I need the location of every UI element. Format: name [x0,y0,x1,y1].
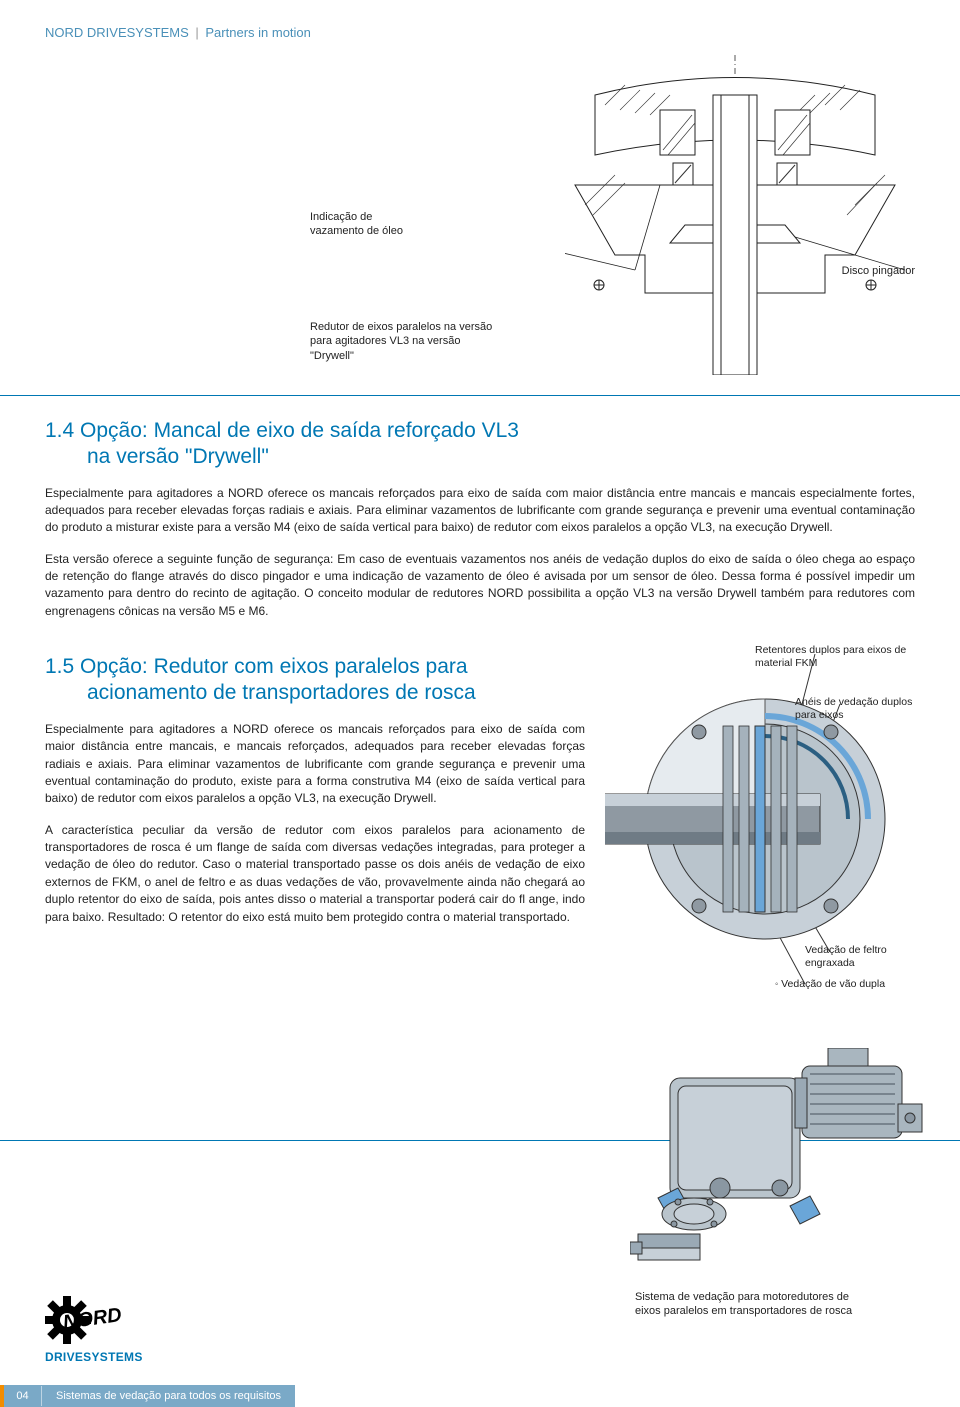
page: NORD DRIVESYSTEMS | Partners in motion [0,0,960,1407]
header-separator: | [195,25,198,40]
figure-motorgear-caption: Sistema de vedação para motoredutores de… [635,1290,915,1319]
fig1-cap-l2: para agitadores VL3 na versão [310,335,460,347]
section-15-heading: 1.5 Opção: Redutor com eixos paralelos p… [45,654,585,707]
fig3-cap-l2: eixos paralelos em transportadores de ro… [635,1305,852,1317]
drywell-diagram [565,55,905,375]
fig2-label-felt: Vedação de feltro engraxada [805,944,915,970]
fig2-label-gap-seal: ◦ Vedação de vão dupla [775,978,915,991]
page-header: NORD DRIVESYSTEMS | Partners in motion [45,25,915,40]
fig2-label-seal-rings: Anéis de vedação duplos para eixos [795,696,915,722]
figure-motorgear-diagram [630,1048,930,1288]
sec14-title-l2: na versão "Drywell" [45,444,915,470]
figure-seal-cutaway: Retentores duplos para eixos de material… [605,644,935,1034]
figure-drywell-caption: Redutor de eixos paralelos na versão par… [310,320,560,363]
nord-logo: NORD DRIVESYSTEMS [45,1290,165,1364]
fig1-cap-l3: "Drywell" [310,350,354,362]
brand-tagline: Partners in motion [205,25,311,40]
fig2-l3-b: engraxada [805,957,855,969]
page-number: 04 [4,1386,42,1406]
logo-subtext: DRIVESYSTEMS [45,1350,165,1364]
section-15: 1.5 Opção: Redutor com eixos paralelos p… [45,654,915,926]
figure-drywell-label-oil: Indicação de vazamento de óleo [310,210,460,239]
sec15-title-l2: acionamento de transportadores de rosca [45,680,585,706]
sec14-title-l1: 1.4 Opção: Mancal de eixo de saída refor… [45,419,519,442]
figure-drywell: Indicação de vazamento de óleo Disco pin… [45,55,915,385]
section-14-paragraph-1: Especialmente para agitadores a NORD ofe… [45,485,915,537]
footer-tab: 04 Sistemas de vedação para todos os req… [0,1385,295,1407]
section-15-paragraph-1: Especialmente para agitadores a NORD ofe… [45,721,585,808]
section-15-paragraph-2: A característica peculiar da versão de r… [45,822,585,926]
page-footer: 04 Sistemas de vedação para todos os req… [0,1385,960,1407]
section-14-heading: 1.4 Opção: Mancal de eixo de saída refor… [45,418,915,471]
section-divider-1 [0,395,960,396]
gear-icon: NORD [45,1290,125,1346]
brand-name: NORD DRIVESYSTEMS [45,25,189,40]
fig1-oil-l2: vazamento de óleo [310,225,403,237]
fig1-oil-l1: Indicação de [310,211,372,223]
fig2-l4-t: Vedação de vão dupla [781,978,885,990]
figure-drywell-label-disc: Disco pingador [795,265,915,277]
footer-doc-title: Sistemas de vedação para todos os requis… [42,1386,295,1406]
sec15-title-l1: 1.5 Opção: Redutor com eixos paralelos p… [45,655,468,678]
section-14-paragraph-2: Esta versão oferece a seguinte função de… [45,551,915,621]
fig2-label-retainers: Retentores duplos para eixos de material… [755,644,915,670]
fig1-cap-l1: Redutor de eixos paralelos na versão [310,321,492,333]
section-15-text-column: 1.5 Opção: Redutor com eixos paralelos p… [45,654,585,926]
fig3-cap-l1: Sistema de vedação para motoredutores de [635,1291,849,1303]
fig2-l3-a: Vedação de feltro [805,944,887,956]
